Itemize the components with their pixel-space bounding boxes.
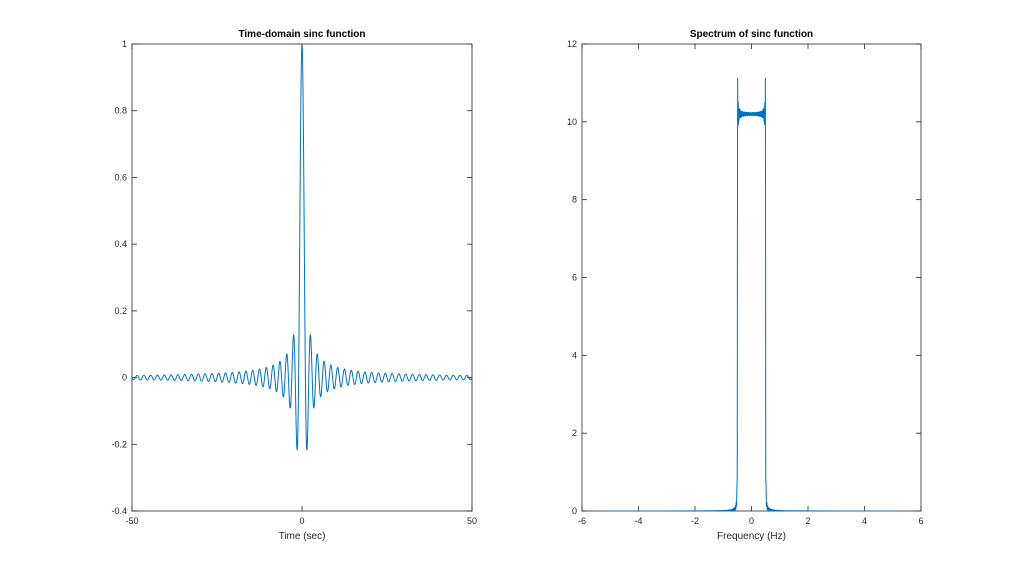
spectrum-title: Spectrum of sinc function [690, 29, 813, 40]
y-tick-label: 0.8 [114, 106, 127, 116]
y-tick-label: 8 [572, 195, 577, 205]
y-tick-label: -0.4 [111, 506, 127, 516]
y-tick-label: 0 [122, 373, 127, 383]
y-tick-label: 0.2 [114, 306, 127, 316]
spectrum-xlabel: Frequency (Hz) [717, 531, 786, 542]
time-domain-axes: Time-domain sinc function Time (sec) -50… [111, 29, 477, 542]
time-domain-xlabel: Time (sec) [279, 531, 326, 542]
y-tick-label: 0.6 [114, 172, 127, 182]
x-tick-label: 0 [749, 516, 754, 526]
spectrum-axes: Spectrum of sinc function Frequency (Hz)… [567, 29, 924, 542]
y-tick-label: 0 [572, 506, 577, 516]
sinc-time-series-line [131, 43, 473, 451]
y-tick-label: 10 [567, 117, 577, 127]
spectrum-ticks: -6 -4 -2 0 2 4 6 0 2 4 6 8 10 12 [567, 39, 924, 526]
x-tick-label: 6 [918, 516, 923, 526]
x-tick-label: 50 [467, 516, 477, 526]
y-tick-label: 4 [572, 350, 577, 360]
x-tick-label: 4 [862, 516, 867, 526]
y-tick-label: 0.4 [114, 239, 127, 249]
time-domain-title: Time-domain sinc function [238, 29, 365, 40]
x-tick-label: 2 [805, 516, 810, 526]
y-tick-label: 6 [572, 273, 577, 283]
sinc-spectrum-series-line [606, 77, 897, 512]
y-tick-label: 1 [122, 39, 127, 49]
x-tick-label: -6 [578, 516, 586, 526]
y-tick-label: 2 [572, 428, 577, 438]
y-tick-label: 12 [567, 39, 577, 49]
time-domain-plot-area [131, 43, 473, 512]
x-tick-label: -50 [125, 516, 138, 526]
x-tick-label: 0 [299, 516, 304, 526]
time-domain-ticks: -50 0 50 -0.4 -0.2 0 0.2 0.4 0.6 0.8 1 [111, 39, 477, 526]
spectrum-plot-area [581, 43, 922, 512]
y-tick-label: -0.2 [111, 439, 127, 449]
x-tick-label: -4 [634, 516, 642, 526]
x-tick-label: -2 [691, 516, 699, 526]
